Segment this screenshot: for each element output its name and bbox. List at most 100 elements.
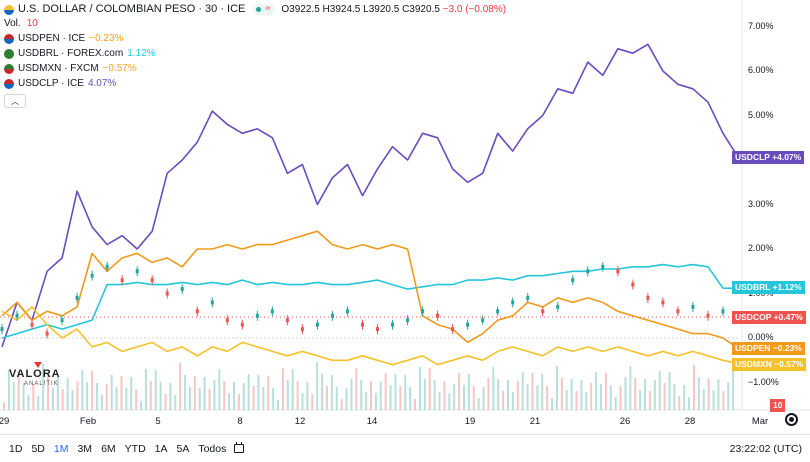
volume-bar [448, 393, 451, 410]
volume-bar [624, 377, 627, 410]
range-all-button[interactable]: Todos [198, 442, 227, 455]
compare-row-usdmxn[interactable]: USDMXN · FXCM −0.57% [4, 62, 506, 75]
volume-bar [306, 382, 309, 410]
compare-row-usdbrl[interactable]: USDBRL · FOREX.com 1.12% [4, 47, 506, 60]
volume-bar [135, 389, 138, 410]
usdcop-candle [661, 300, 665, 305]
volume-bar [32, 384, 35, 410]
valora-logo [34, 362, 42, 368]
usdcop-candle [225, 318, 229, 323]
x-tick-label: 8 [237, 416, 243, 427]
volume-bar [355, 368, 358, 410]
collapse-legend-button[interactable]: ︿ [4, 94, 26, 108]
range-5d-button[interactable]: 5D [31, 442, 45, 455]
main-symbol-row[interactable]: U.S. DOLLAR / COLOMBIAN PESO · 30 · ICE … [4, 2, 506, 16]
range-5a-button[interactable]: 5A [176, 442, 190, 455]
volume-bar [590, 383, 593, 410]
compare-row-usdclp[interactable]: USDCLP · ICE 4.07% [4, 77, 506, 90]
range-1d-button[interactable]: 1D [9, 442, 23, 455]
volume-bar [531, 373, 534, 410]
range-1a-button[interactable]: 1A [154, 442, 168, 455]
usdcop-candle [511, 300, 515, 305]
volume-bar [609, 385, 612, 410]
compare-symbol: USDBRL · FOREX.com [18, 48, 124, 59]
volume-bar [374, 393, 377, 410]
volume-value: 10 [26, 18, 38, 29]
usdcop-candle [571, 278, 575, 283]
volume-bar [360, 380, 363, 410]
volume-bar [105, 384, 108, 410]
volume-bar [281, 368, 284, 410]
range-1m-button[interactable]: 1M [53, 442, 69, 455]
usdcop-candle [646, 295, 650, 300]
y-tick-label: 3.00% [748, 198, 774, 209]
volume-bar [688, 397, 691, 410]
y-tick-label: 2.00% [748, 243, 774, 253]
volume-bar [223, 381, 226, 410]
volume-bar [482, 387, 485, 410]
volume-bar [311, 394, 314, 410]
usdcop-candle [691, 304, 695, 309]
volume-bar [76, 381, 79, 410]
volume-bar [653, 380, 656, 410]
volume-bar [423, 379, 426, 410]
volume-bar [144, 369, 147, 410]
volume-bar [262, 387, 265, 410]
volume-bar [272, 388, 275, 410]
ohlc-close: C3920.5 [402, 4, 440, 15]
volume-bar [399, 386, 402, 410]
usdcop-candle [300, 327, 304, 332]
volume-bar [330, 375, 333, 410]
usdcop-candle [45, 331, 49, 336]
x-tick-label: Mar [751, 416, 769, 427]
volume-bar [7, 370, 10, 410]
volume-bar [453, 384, 456, 410]
usdcop-candle [616, 269, 620, 274]
volume-bar [673, 384, 676, 410]
x-tick-label: 5 [155, 416, 161, 427]
chile-flag-icon [4, 78, 14, 89]
volume-bar [22, 383, 25, 410]
volume-bar [286, 380, 289, 410]
main-symbol-title[interactable]: U.S. DOLLAR / COLOMBIAN PESO · 30 · ICE [18, 3, 246, 15]
range-6m-button[interactable]: 6M [101, 442, 116, 455]
usdcop-candle [451, 327, 455, 332]
volume-bar [438, 392, 441, 410]
volume-bar [115, 387, 118, 410]
price-label-usdclp: USDCLP +4.07% [732, 151, 805, 164]
series-line-usdbrl [1, 263, 738, 339]
volume-bar [389, 385, 392, 410]
price-label-usdbrl: USDBRL +1.12% [732, 281, 805, 294]
volume-bar [169, 383, 172, 410]
usdcop-candle [195, 309, 199, 314]
calendar-icon[interactable] [234, 442, 245, 453]
usdcop-candle [330, 313, 334, 318]
volume-bar [301, 393, 304, 410]
usdcop-candle [135, 269, 139, 274]
volume-bar [325, 386, 328, 410]
volume-bar [164, 394, 167, 410]
volume-bar [502, 391, 505, 410]
volume-bar [614, 397, 617, 410]
usdcop-candle [466, 322, 470, 327]
volume-bar [599, 384, 602, 410]
bottom-toolbar: 1D 5D 1M 3M 6M YTD 1A 5A Todos 23:22:02 … [0, 434, 810, 462]
market-status-icon[interactable] [253, 2, 276, 15]
volume-bar [536, 385, 539, 410]
compare-row-usdpen[interactable]: USDPEN · ICE −0.23% [4, 32, 506, 45]
settings-gear-icon[interactable] [785, 413, 798, 426]
range-ytd-button[interactable]: YTD [124, 442, 146, 455]
volume-bar [433, 380, 436, 410]
clock[interactable]: 23:22:02 (UTC) [729, 442, 802, 455]
x-tick-label: Feb [79, 416, 97, 427]
volume-bar [692, 365, 695, 410]
range-3m-button[interactable]: 3M [77, 442, 93, 455]
volume-bar [188, 387, 191, 410]
volume-bar [140, 401, 143, 410]
volume-row[interactable]: Vol. 10 [4, 17, 506, 30]
x-tick-label: 12 [294, 416, 306, 427]
volume-bar [511, 392, 514, 410]
volume-bar [81, 370, 84, 410]
volume-bar [61, 389, 64, 410]
